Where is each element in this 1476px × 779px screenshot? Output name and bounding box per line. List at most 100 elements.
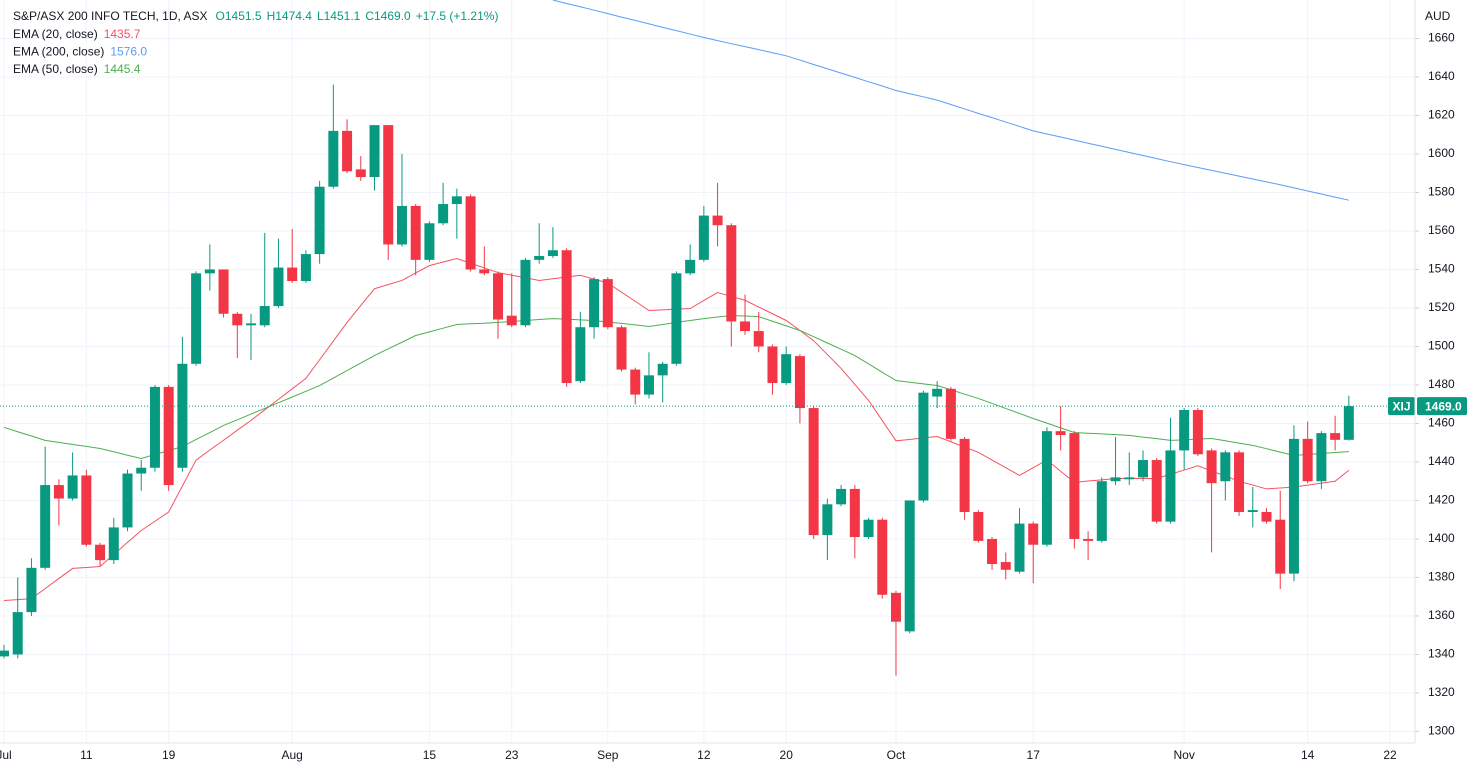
legend-name: EMA (20, close) <box>13 27 98 41</box>
candle-body <box>1343 406 1354 440</box>
y-tick-label: 1360 <box>1428 608 1455 622</box>
candle-body <box>479 269 490 274</box>
candle-body <box>1028 523 1039 545</box>
candle-body <box>396 205 407 245</box>
candle-body <box>232 313 243 326</box>
candle-body <box>149 386 160 468</box>
price-tag-label: 1469.0 <box>1425 399 1462 413</box>
candle-body <box>122 473 133 528</box>
candle-body <box>671 273 682 364</box>
candle-body <box>1124 477 1135 480</box>
candle-body <box>808 408 819 536</box>
candle-body <box>342 130 353 172</box>
candle-body <box>451 196 462 205</box>
chart-title: S&P/ASX 200 INFO TECH, 1D, ASX <box>13 9 208 23</box>
overlay: 1300132013401360138014001420144014601480… <box>0 9 1467 762</box>
y-tick-label: 1540 <box>1428 262 1455 276</box>
candle-body <box>355 169 366 178</box>
candle-body <box>1275 519 1286 574</box>
y-tick-label: 1500 <box>1428 339 1455 353</box>
candle-body <box>534 256 545 260</box>
candle-body <box>95 544 106 561</box>
candle-body <box>1179 409 1190 451</box>
legend-value: 1435.7 <box>104 27 141 41</box>
y-tick-label: 1420 <box>1428 493 1455 507</box>
candle-body <box>26 567 37 613</box>
y-tick-label: 1640 <box>1428 69 1455 83</box>
candle-body <box>547 250 558 257</box>
ema-line <box>552 0 1349 201</box>
candle-body <box>849 488 860 538</box>
candle-body <box>410 205 421 260</box>
candle-body <box>424 223 435 260</box>
legend-name: EMA (50, close) <box>13 62 98 76</box>
x-tick-label: 12 <box>697 748 711 762</box>
candle-body <box>781 354 792 384</box>
x-tick-label: 14 <box>1301 748 1315 762</box>
symbol-tag-label: XIJ <box>1392 399 1410 413</box>
candle-body <box>1316 433 1327 482</box>
candle-body <box>1055 431 1066 436</box>
candle-body <box>287 267 298 282</box>
candle-body <box>1261 512 1272 522</box>
candle-body <box>836 488 847 505</box>
candle-body <box>1247 510 1258 513</box>
candle-body <box>163 386 174 486</box>
candle-body <box>53 485 64 499</box>
legend-value: 1445.4 <box>104 62 141 76</box>
candle-body <box>328 130 339 187</box>
quote-item: L1451.1 <box>317 9 361 23</box>
x-tick-label: Aug <box>281 748 302 762</box>
x-tick-label: 11 <box>80 748 93 762</box>
candle-body <box>1041 431 1052 545</box>
candle-body <box>108 527 119 561</box>
candle-body <box>259 306 270 326</box>
candle-body <box>1151 460 1162 522</box>
y-tick-label: 1600 <box>1428 146 1455 160</box>
candle-body <box>589 279 600 328</box>
candle-body <box>959 438 970 513</box>
candle-body <box>863 519 874 538</box>
candle-body <box>177 363 188 468</box>
candle-body <box>561 250 572 384</box>
candle-body <box>822 504 833 536</box>
candle-body <box>726 225 737 322</box>
candle-body <box>67 475 78 499</box>
price-tag <box>1417 397 1467 416</box>
quote-item: C1469.0 <box>365 9 411 23</box>
quote-item: +17.5 (+1.21%) <box>416 9 499 23</box>
candle-body <box>520 259 531 326</box>
candle-body <box>1302 438 1313 482</box>
candle-body <box>0 650 9 657</box>
y-tick-label: 1460 <box>1428 416 1455 430</box>
candle-body <box>1234 452 1245 513</box>
candle-body <box>602 279 613 328</box>
x-tick-label: 20 <box>780 748 794 762</box>
candles <box>0 84 1354 676</box>
candle-body <box>945 388 956 439</box>
candle-body <box>1096 481 1107 541</box>
candle-body <box>1069 433 1080 539</box>
candle-body <box>1206 450 1217 484</box>
candle-body <box>877 519 888 595</box>
candle-body <box>643 375 654 395</box>
candle-body <box>987 538 998 564</box>
y-tick-label: 1660 <box>1428 31 1455 45</box>
candle-body <box>712 215 723 226</box>
candle-body <box>657 363 668 376</box>
y-tick-label: 1320 <box>1428 685 1455 699</box>
candle-body <box>630 369 641 395</box>
candle-body <box>246 323 257 326</box>
x-tick-label: 19 <box>162 748 176 762</box>
symbol-tag <box>1388 397 1415 416</box>
candle-body <box>40 485 51 568</box>
x-tick-label: Sep <box>597 748 619 762</box>
candle-body <box>1000 562 1011 570</box>
candle-body <box>218 269 229 314</box>
candle-body <box>575 327 586 382</box>
y-tick-label: 1380 <box>1428 570 1455 584</box>
y-tick-label: 1480 <box>1428 377 1455 391</box>
candle-body <box>685 259 696 274</box>
